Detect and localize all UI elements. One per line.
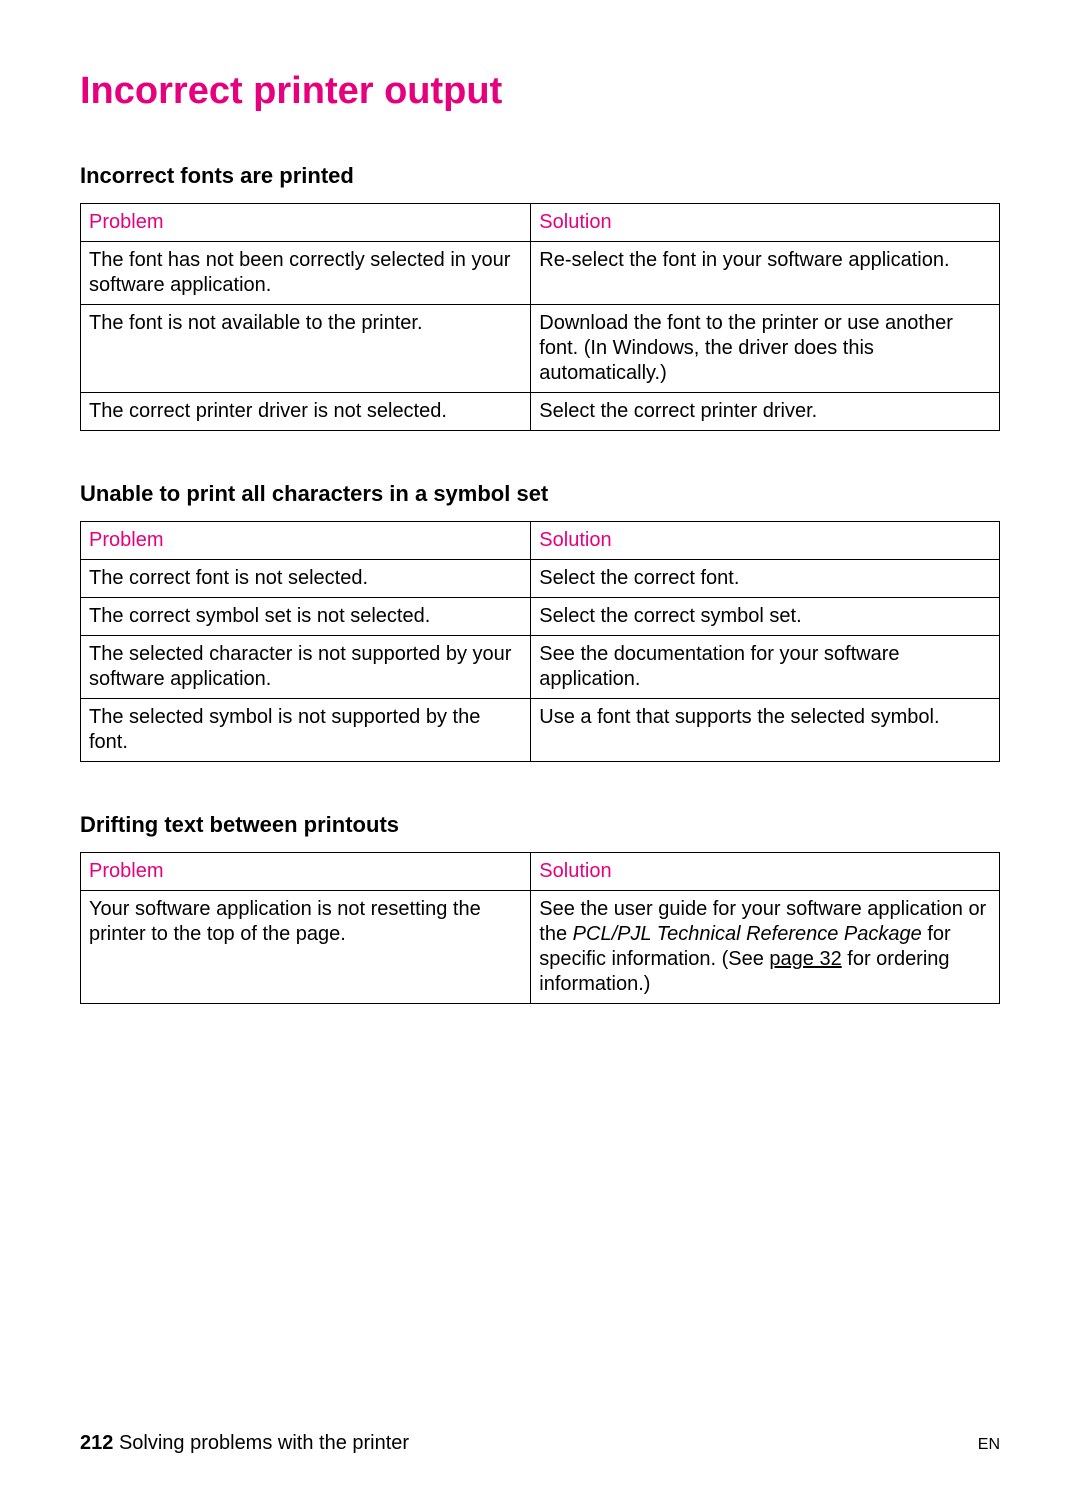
cell-problem: The correct font is not selected. <box>81 560 531 598</box>
table-header-problem: Problem <box>81 522 531 560</box>
table-fonts: Problem Solution The font has not been c… <box>80 203 1000 431</box>
cell-problem: The correct symbol set is not selected. <box>81 598 531 636</box>
cell-problem: The font has not been correctly selected… <box>81 242 531 305</box>
cell-solution: See the user guide for your software app… <box>531 891 1000 1004</box>
cell-solution: Select the correct font. <box>531 560 1000 598</box>
page-title: Incorrect printer output <box>80 70 1000 113</box>
section-drifting-text: Drifting text between printouts Problem … <box>80 812 1000 1004</box>
table-row: The correct font is not selected. Select… <box>81 560 1000 598</box>
table-drifting: Problem Solution Your software applicati… <box>80 852 1000 1004</box>
section-heading-symbols: Unable to print all characters in a symb… <box>80 481 1000 507</box>
page-number: 212 <box>80 1432 113 1454</box>
table-row: The font is not available to the printer… <box>81 305 1000 393</box>
chapter-title: Solving problems with the printer <box>119 1432 409 1454</box>
cell-problem: The font is not available to the printer… <box>81 305 531 393</box>
section-heading-fonts: Incorrect fonts are printed <box>80 163 1000 189</box>
cell-solution: See the documentation for your software … <box>531 636 1000 699</box>
cell-problem: The correct printer driver is not select… <box>81 393 531 431</box>
table-header-solution: Solution <box>531 204 1000 242</box>
section-heading-drifting: Drifting text between printouts <box>80 812 1000 838</box>
footer-lang: EN <box>978 1436 1000 1454</box>
cell-solution: Select the correct symbol set. <box>531 598 1000 636</box>
section-symbol-set: Unable to print all characters in a symb… <box>80 481 1000 762</box>
cell-problem: Your software application is not resetti… <box>81 891 531 1004</box>
cell-solution: Download the font to the printer or use … <box>531 305 1000 393</box>
cell-problem: The selected character is not supported … <box>81 636 531 699</box>
table-row: The selected symbol is not supported by … <box>81 699 1000 762</box>
cell-solution: Re-select the font in your software appl… <box>531 242 1000 305</box>
table-row: The correct printer driver is not select… <box>81 393 1000 431</box>
cell-solution: Use a font that supports the selected sy… <box>531 699 1000 762</box>
table-header-problem: Problem <box>81 204 531 242</box>
table-header-solution: Solution <box>531 853 1000 891</box>
table-header-problem: Problem <box>81 853 531 891</box>
table-header-solution: Solution <box>531 522 1000 560</box>
section-incorrect-fonts: Incorrect fonts are printed Problem Solu… <box>80 163 1000 431</box>
page-footer: 212 Solving problems with the printer EN <box>80 1432 1000 1455</box>
cell-problem: The selected symbol is not supported by … <box>81 699 531 762</box>
page-link[interactable]: page 32 <box>769 948 841 970</box>
table-row: The font has not been correctly selected… <box>81 242 1000 305</box>
table-row: The selected character is not supported … <box>81 636 1000 699</box>
cell-solution: Select the correct printer driver. <box>531 393 1000 431</box>
table-row: Your software application is not resetti… <box>81 891 1000 1004</box>
footer-left: 212 Solving problems with the printer <box>80 1432 409 1455</box>
table-row: The correct symbol set is not selected. … <box>81 598 1000 636</box>
solution-italic: PCL/PJL Technical Reference Package <box>573 923 922 945</box>
table-symbols: Problem Solution The correct font is not… <box>80 521 1000 762</box>
